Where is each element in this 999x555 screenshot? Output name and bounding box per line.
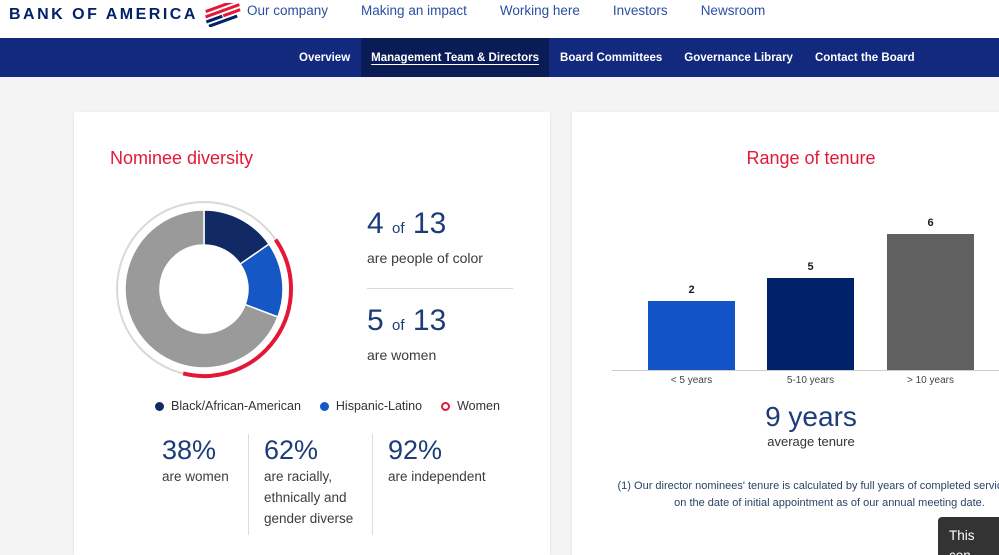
nav-board-committees[interactable]: Board Committees xyxy=(560,51,663,64)
stat-value: 38% xyxy=(162,435,217,465)
diversity-stats-row: 38% are women 62% are racially, ethnical… xyxy=(162,434,486,535)
stat-caption: ethnically and xyxy=(264,490,347,505)
bar-value-label: 5 xyxy=(807,261,814,273)
legend-dot-navy-icon xyxy=(155,401,164,411)
bar-value-label: 2 xyxy=(688,284,695,296)
stat-diverse: 62% are racially, ethnically and gender … xyxy=(248,434,373,535)
logo-text: BANK OF AMERICA xyxy=(9,6,198,23)
stat-women: 38% are women xyxy=(162,434,248,535)
stat-value: 92% xyxy=(388,435,443,465)
nav-making-an-impact[interactable]: Making an impact xyxy=(361,3,467,18)
tenure-bar-3 xyxy=(887,234,974,370)
cookie-notice-line-1: This xyxy=(949,528,975,543)
cookie-notice[interactable]: This con xyxy=(938,517,999,555)
nav-newsroom[interactable]: Newsroom xyxy=(700,3,766,18)
women-fraction: 5 of 13 xyxy=(367,304,447,337)
women-stat: 5 of 13 are women xyxy=(367,305,537,365)
nav-our-company[interactable]: Our company xyxy=(247,3,329,18)
fraction-divider xyxy=(367,288,513,289)
stat-independent: 92% are independent xyxy=(373,434,486,535)
legend-circle-red-icon xyxy=(441,401,451,411)
legend-label: Black/African-American xyxy=(171,399,301,413)
site-header: BANK OF AMERICA Our company Making an im… xyxy=(0,0,999,38)
legend-label: Women xyxy=(457,399,500,413)
nav-governance-library[interactable]: Governance Library xyxy=(684,51,793,64)
bofa-flag-icon xyxy=(204,3,241,27)
primary-nav: Our company Making an impact Working her… xyxy=(247,1,765,21)
stat-caption: gender diverse xyxy=(264,511,354,526)
legend-dot-blue-icon xyxy=(319,401,329,411)
bar-value-label: 6 xyxy=(927,217,934,229)
stat-caption: are independent xyxy=(388,469,486,484)
tenure-footnote: (1) Our director nominees' tenure is cal… xyxy=(572,478,999,512)
people-of-color-stat: 4 of 13 are people of color xyxy=(367,208,537,268)
cookie-notice-line-2: con xyxy=(949,546,999,555)
average-tenure-block: 9 years average tenure xyxy=(572,401,999,450)
bank-of-america-logo[interactable]: BANK OF AMERICA xyxy=(9,3,244,27)
women-caption: are women xyxy=(367,347,437,363)
tenure-bar-1 xyxy=(648,301,735,370)
bar-category-label: 5-10 years xyxy=(786,375,835,386)
footnote-line-2: on the date of initial appointment as of… xyxy=(674,497,985,509)
bar-category-label: > 10 years xyxy=(907,375,954,386)
legend-item-hispanic-latino: Hispanic-Latino xyxy=(319,399,423,413)
stat-value: 62% xyxy=(264,435,319,465)
donut-legend: Black/African-American Hispanic-Latino W… xyxy=(155,399,500,413)
average-tenure-caption: average tenure xyxy=(767,434,855,449)
legend-item-black-african-american: Black/African-American xyxy=(155,399,301,413)
nav-overview[interactable]: Overview xyxy=(299,51,351,64)
diversity-donut-chart xyxy=(116,201,293,378)
nav-investors[interactable]: Investors xyxy=(612,3,668,18)
legend-label: Hispanic-Latino xyxy=(335,399,423,413)
nominee-diversity-card: Nominee diversity 4 of 13 are people of … xyxy=(74,112,550,555)
diversity-fractions: 4 of 13 are people of color 5 of 13 are … xyxy=(367,208,537,365)
section-nav: Overview Management Team & Directors Boa… xyxy=(0,38,999,77)
average-tenure-value: 9 years xyxy=(765,401,857,432)
nominee-diversity-title: Nominee diversity xyxy=(110,148,254,168)
stat-caption: are women xyxy=(162,469,229,484)
bar-category-label: < 5 years xyxy=(670,375,713,386)
nav-working-here[interactable]: Working here xyxy=(499,3,580,18)
tenure-bar-2 xyxy=(767,278,854,370)
nav-contact-the-board[interactable]: Contact the Board xyxy=(814,51,915,64)
footnote-line-1: (1) Our director nominees' tenure is cal… xyxy=(617,480,999,492)
nav-management-team-directors[interactable]: Management Team & Directors xyxy=(361,38,550,77)
x-axis-line xyxy=(612,370,999,371)
range-of-tenure-card: Range of tenure 2 < 5 years 5 5-10 years 6 > … xyxy=(572,112,999,555)
range-of-tenure-title: Range of tenure xyxy=(746,148,876,168)
legend-item-women: Women xyxy=(441,399,500,413)
stat-caption: are racially, xyxy=(264,469,333,484)
people-of-color-fraction: 4 of 13 xyxy=(367,207,447,240)
people-of-color-caption: are people of color xyxy=(367,250,483,266)
